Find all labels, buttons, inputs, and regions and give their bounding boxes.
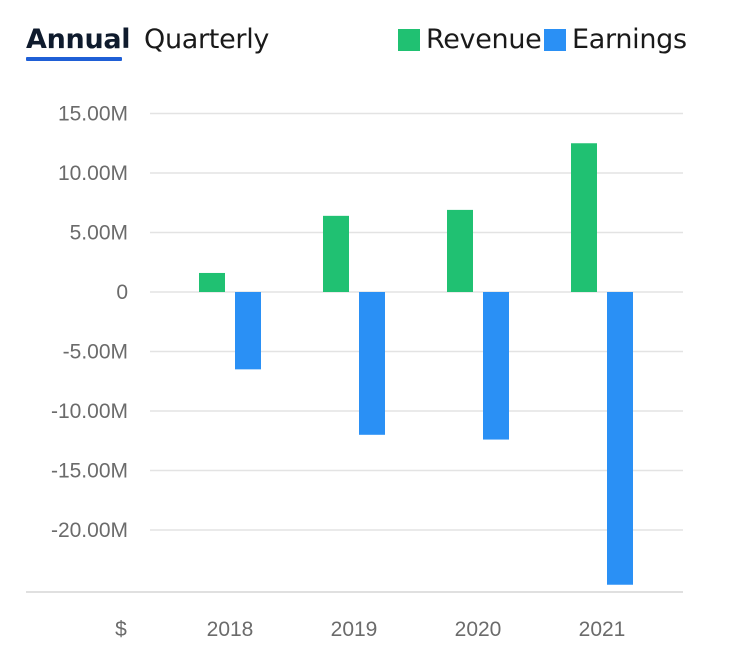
legend-label-earnings: Earnings: [572, 24, 687, 55]
y-tick-label: -15.00M: [51, 460, 128, 483]
bar-earnings-2020[interactable]: [483, 292, 509, 440]
legend-label-revenue: Revenue: [426, 24, 542, 55]
y-tick-label: -5.00M: [63, 341, 128, 364]
active-tab-indicator: [26, 57, 122, 61]
legend-swatch-revenue: [398, 28, 420, 51]
y-tick-label: -10.00M: [51, 400, 128, 423]
y-tick-label: 10.00M: [58, 162, 128, 185]
x-tick-label: 2020: [455, 618, 502, 641]
y-tick-label: 0: [116, 281, 128, 304]
y-tick-label: 5.00M: [70, 222, 128, 245]
y-tick-label: -20.00M: [51, 519, 128, 542]
bar-earnings-2018[interactable]: [235, 292, 261, 370]
y-tick-label: 15.00M: [58, 103, 128, 126]
bar-revenue-2019[interactable]: [323, 215, 349, 292]
bar-revenue-2020[interactable]: [447, 209, 473, 292]
currency-label: $: [115, 618, 127, 641]
legend-item-revenue: Revenue: [398, 24, 542, 55]
tab-annual[interactable]: Annual: [26, 24, 131, 55]
x-tick-label: 2018: [207, 618, 254, 641]
x-tick-label: 2019: [331, 618, 378, 641]
legend-swatch-earnings: [544, 28, 566, 51]
bars: [199, 143, 633, 585]
bar-revenue-2021[interactable]: [571, 143, 597, 292]
y-axis: 15.00M 10.00M 5.00M 0 -5.00M -10.00M -15.00M -2…: [51, 103, 128, 543]
x-tick-label: 2021: [579, 618, 626, 641]
bar-earnings-2021[interactable]: [607, 292, 633, 585]
legend-item-earnings: Earnings: [544, 24, 687, 55]
tab-quarterly[interactable]: Quarterly: [144, 24, 270, 55]
x-axis: 2018 2019 2020 2021: [207, 618, 626, 641]
bar-earnings-2019[interactable]: [359, 292, 385, 435]
bar-revenue-2018[interactable]: [199, 272, 225, 292]
